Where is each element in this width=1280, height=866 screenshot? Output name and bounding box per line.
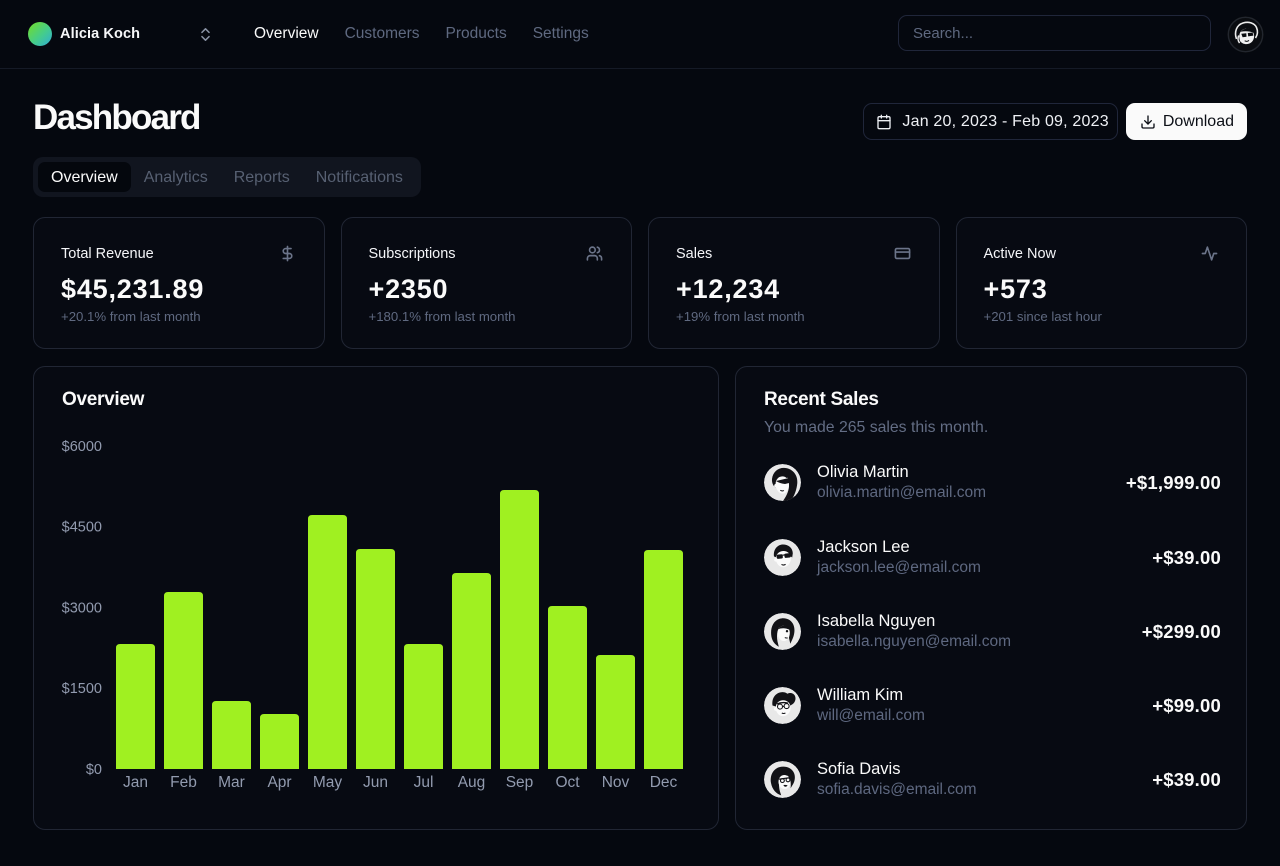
svg-text:Jan: Jan — [123, 774, 148, 791]
svg-text:Nov: Nov — [602, 774, 630, 791]
svg-text:Jun: Jun — [363, 774, 388, 791]
svg-text:$1500: $1500 — [62, 681, 102, 697]
svg-text:$4500: $4500 — [62, 519, 102, 535]
svg-text:May: May — [313, 774, 343, 791]
svg-text:Mar: Mar — [218, 774, 245, 791]
svg-text:Dec: Dec — [650, 774, 678, 791]
svg-text:Jul: Jul — [414, 774, 434, 791]
svg-text:Sep: Sep — [506, 774, 534, 791]
svg-text:$3000: $3000 — [62, 600, 102, 616]
svg-text:Oct: Oct — [555, 774, 580, 791]
svg-text:$0: $0 — [86, 762, 102, 778]
svg-text:Feb: Feb — [170, 774, 197, 791]
svg-text:Aug: Aug — [458, 774, 486, 791]
svg-text:Apr: Apr — [267, 774, 291, 791]
svg-text:$6000: $6000 — [62, 439, 102, 455]
